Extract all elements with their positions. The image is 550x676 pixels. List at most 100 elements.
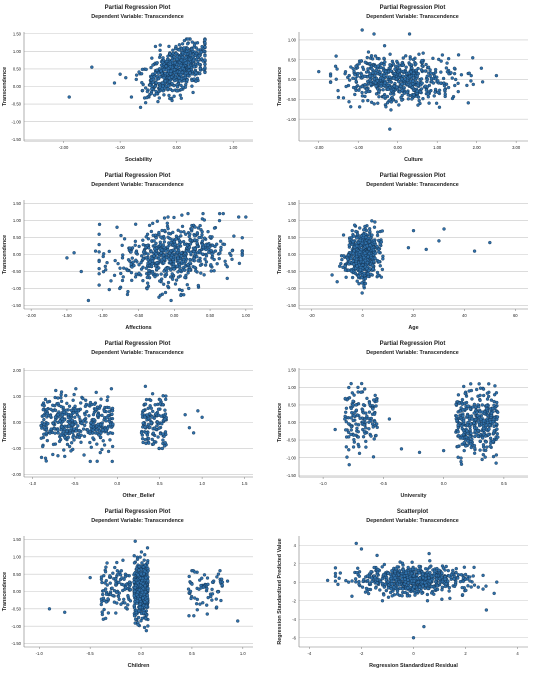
chart-title: Partial Regression Plot [105, 509, 171, 515]
data-point [423, 84, 428, 88]
data-point [461, 414, 465, 418]
data-point [417, 98, 421, 103]
data-point [439, 70, 443, 74]
data-point [495, 415, 500, 419]
data-point [445, 61, 449, 65]
data-point [192, 77, 196, 81]
data-point [126, 593, 130, 598]
data-point [92, 402, 97, 406]
data-point [418, 90, 423, 94]
data-point [158, 243, 163, 247]
data-point [163, 79, 168, 83]
data-point [56, 431, 60, 435]
data-point [411, 79, 415, 83]
data-point [176, 245, 181, 250]
data-point [182, 230, 186, 234]
data-point [425, 592, 430, 597]
data-point [450, 76, 454, 80]
data-point [163, 412, 168, 416]
data-point [149, 91, 154, 96]
data-point [104, 268, 108, 272]
data-point [149, 421, 153, 425]
data-point [195, 231, 200, 235]
data-point [348, 260, 352, 264]
data-point [86, 403, 91, 407]
data-point [119, 602, 123, 606]
data-point [134, 73, 139, 77]
data-point [133, 275, 138, 279]
data-point [51, 452, 55, 457]
x-tick-label: -1.0 [36, 651, 44, 656]
data-point [202, 218, 207, 222]
data-point [167, 44, 171, 49]
data-point [164, 249, 168, 253]
data-point [100, 447, 104, 452]
data-point [180, 260, 184, 264]
data-point [491, 454, 496, 459]
data-point [225, 579, 230, 583]
data-point [447, 574, 451, 578]
data-point [351, 251, 355, 256]
data-point [187, 235, 191, 239]
data-point [210, 580, 215, 584]
data-point [392, 585, 396, 589]
data-point [456, 393, 461, 397]
data-point [160, 71, 164, 76]
y-tick-label: -1.00 [286, 286, 296, 291]
data-point [215, 242, 219, 246]
data-point [402, 574, 407, 578]
data-point [386, 571, 390, 576]
data-point [73, 408, 78, 412]
data-point [469, 388, 474, 393]
data-point [458, 579, 463, 584]
data-point [100, 612, 105, 617]
data-point [42, 417, 46, 422]
data-point [373, 256, 377, 261]
data-point [133, 539, 137, 543]
data-point [344, 275, 348, 279]
data-point [484, 608, 489, 612]
data-point [367, 427, 371, 431]
data-point [372, 259, 376, 264]
data-point [217, 256, 221, 261]
data-point [88, 400, 93, 405]
x-axis-label: Affections [125, 325, 151, 331]
data-point [476, 434, 480, 439]
data-point [194, 57, 199, 62]
data-point [141, 257, 145, 261]
data-point [372, 240, 377, 245]
y-tick-label: 1.00 [13, 49, 22, 54]
data-point [167, 80, 172, 84]
data-point [113, 565, 117, 570]
data-point [144, 266, 148, 270]
data-point [111, 422, 115, 426]
data-point [207, 250, 211, 254]
data-point [352, 223, 357, 227]
data-point [88, 459, 92, 464]
data-point [363, 276, 368, 281]
data-point [190, 84, 194, 88]
data-point [481, 443, 486, 447]
data-point [204, 254, 209, 258]
data-point [151, 63, 155, 67]
data-point [390, 582, 394, 586]
data-point [157, 426, 161, 430]
data-point [373, 220, 377, 224]
data-point [189, 251, 193, 255]
data-point [126, 603, 130, 607]
data-point [420, 58, 424, 63]
data-point [216, 572, 221, 576]
data-point [378, 76, 383, 80]
data-point [388, 75, 392, 79]
data-point [145, 243, 149, 248]
data-point [367, 410, 372, 414]
data-point [133, 585, 137, 590]
data-point [335, 67, 339, 71]
data-point [140, 67, 145, 72]
data-point [380, 577, 385, 581]
data-point [141, 250, 146, 254]
y-tick-label: -2.00 [11, 472, 21, 477]
data-point [392, 84, 396, 88]
data-point [487, 423, 492, 427]
y-axis-label: Transcendence [2, 403, 8, 442]
